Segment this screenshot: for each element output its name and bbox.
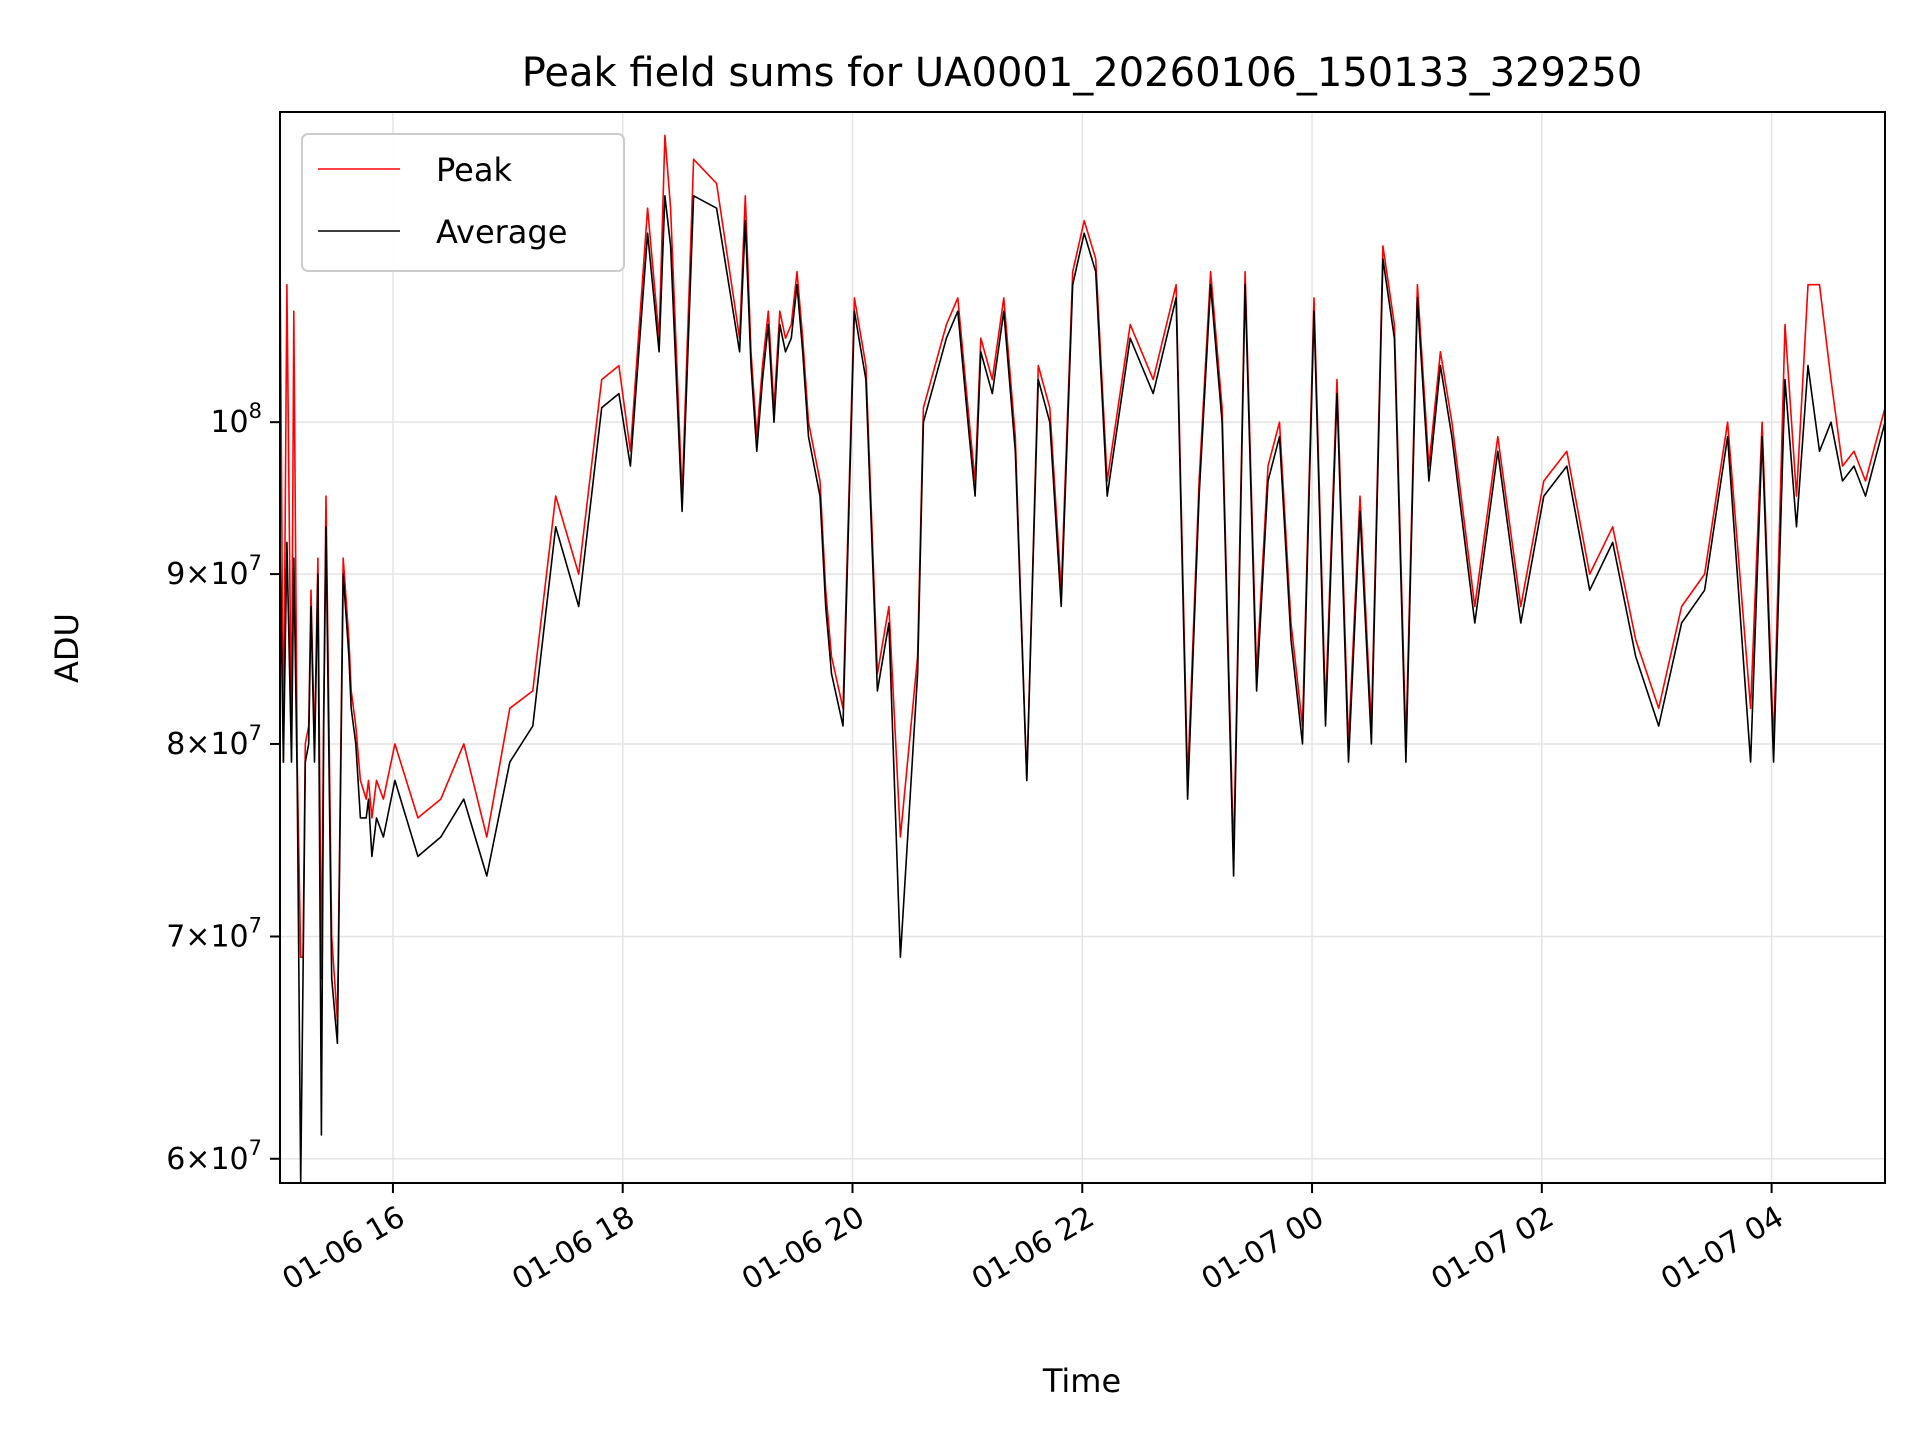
grid-lines [280, 112, 1885, 1183]
y-tick-label: 6×107 [166, 1136, 262, 1177]
chart-title: Peak field sums for UA0001_20260106_1501… [522, 50, 1643, 96]
y-axis-label: ADU [48, 613, 86, 683]
series-average-line [279, 195, 1886, 1184]
legend-peak-label: Peak [436, 151, 512, 189]
legend: Peak Average [301, 133, 625, 272]
series-lines [279, 134, 1886, 1184]
y-tick-label: 9×107 [166, 551, 262, 592]
legend-average-label: Average [436, 213, 567, 251]
series-peak-line [279, 134, 1886, 1023]
x-axis-label: Time [1042, 1362, 1121, 1400]
y-tick-label: 7×107 [166, 913, 262, 954]
y-tick-label: 8×107 [166, 721, 262, 762]
